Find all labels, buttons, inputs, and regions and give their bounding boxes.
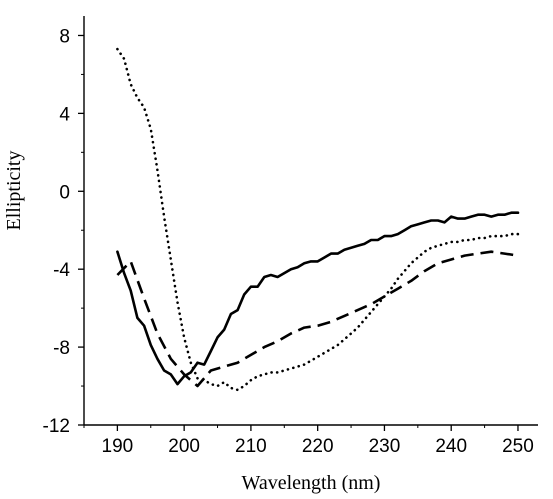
- y-tick-label: -12: [43, 416, 70, 437]
- y-tick-label: 8: [59, 26, 70, 47]
- y-tick-label: -8: [53, 338, 70, 359]
- x-tick-label: 210: [235, 436, 267, 457]
- x-tick-label: 240: [435, 436, 467, 457]
- x-tick-label: 220: [302, 436, 334, 457]
- y-axis-title: Ellipticity: [3, 151, 25, 231]
- series-line-dotted: [116, 47, 520, 392]
- series-layer: [116, 47, 520, 392]
- y-tick-label: 4: [59, 104, 70, 125]
- x-tick-label: 230: [369, 436, 401, 457]
- x-axis-title: Wavelength (nm): [242, 472, 381, 494]
- x-tick-label: 200: [168, 436, 200, 457]
- y-tick-label: -4: [53, 260, 70, 281]
- y-axis-ticks: -12 -8 -4 0 4 8: [43, 26, 84, 437]
- series-line-dashed: [116, 250, 519, 388]
- x-tick-label: 250: [502, 436, 534, 457]
- series-line-solid: [116, 211, 520, 386]
- x-tick-label: 190: [102, 436, 134, 457]
- x-axis-ticks: 190 200 210 220 230 240 250: [83, 425, 534, 457]
- y-tick-label: 0: [59, 182, 70, 203]
